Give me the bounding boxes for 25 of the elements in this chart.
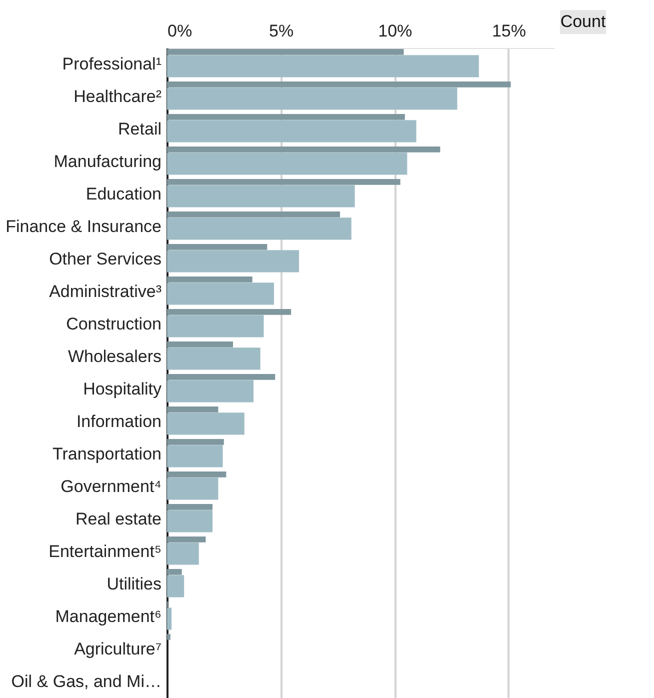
y-tick-label: Management⁶ [55,606,162,626]
y-tick-label: Professional¹ [62,54,162,74]
x-tick-label: 5% [269,22,294,40]
y-tick-label: Administrative³ [49,282,162,301]
x-tick-label: 10% [378,22,412,40]
y-tick-label: Transportation [52,444,162,464]
y-tick-label: Oil & Gas, and Mi… [11,672,162,691]
y-tick-label: Retail [118,119,162,138]
y-tick-label: Construction [66,314,162,334]
y-tick-label: Wholesalers [68,346,162,366]
y-tick-label: Manufacturing [54,152,162,171]
y-tick-label: Government⁴ [60,476,162,496]
y-tick-label: Agriculture⁷ [74,639,162,658]
y-tick-label: Education [86,184,162,204]
y-tick-label: Other Services [49,249,162,268]
x-tick-label: 15% [492,22,526,40]
y-tick-label: Healthcare² [74,86,162,106]
x-tick-label: 0% [168,22,192,40]
y-tick-label: Utilities [106,574,162,594]
y-tick-label: Real estate [76,509,162,528]
text: Count [560,12,606,31]
y-tick-label: Information [76,412,162,431]
y-tick-label: Entertainment⁵ [48,542,162,561]
y-tick-label: Finance & Insurance [6,216,162,236]
y-tick-label: Hospitality [83,379,162,398]
